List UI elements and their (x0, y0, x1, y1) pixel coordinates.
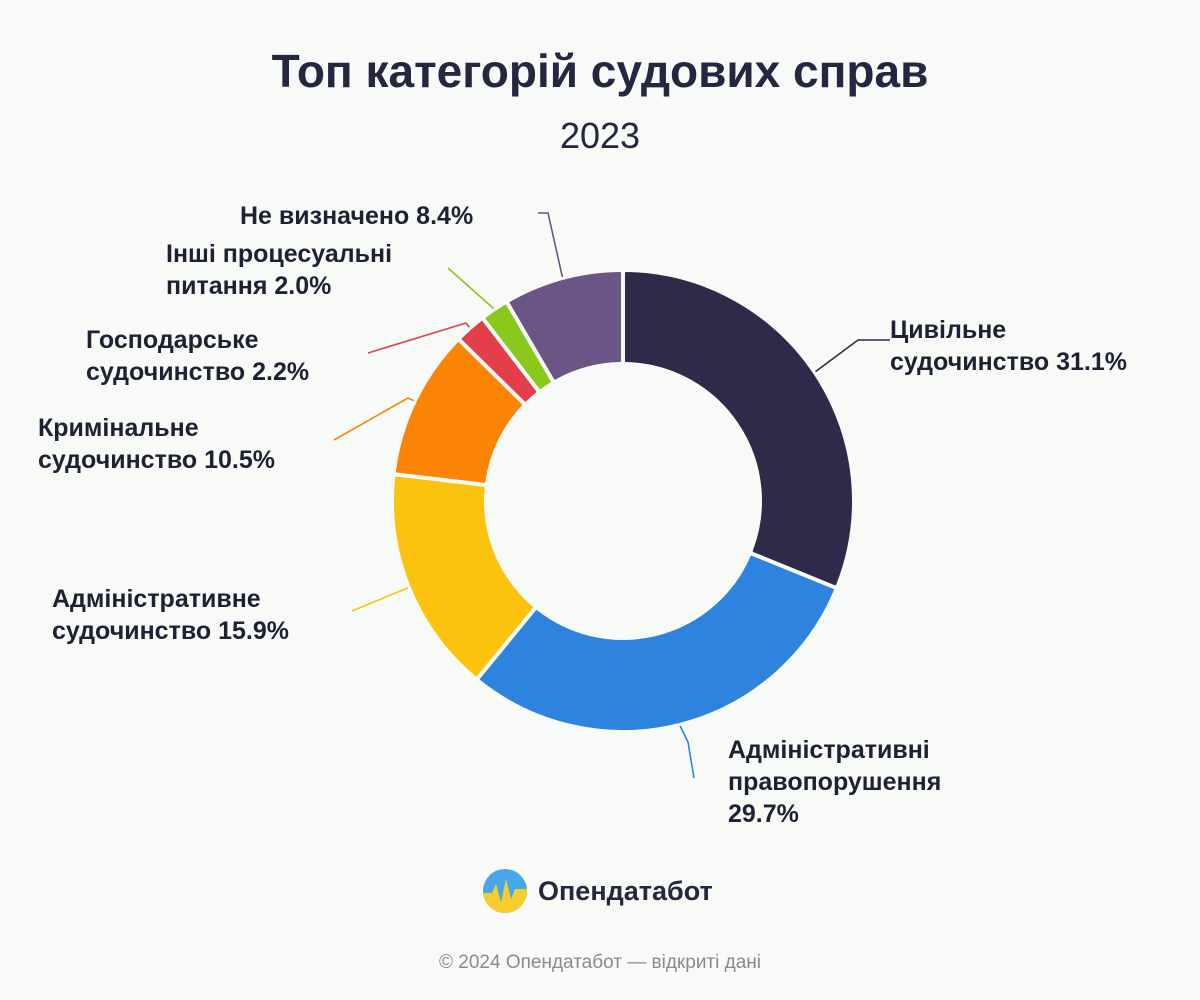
footer-copyright: © 2024 Опендатабот — відкриті дані (439, 952, 761, 973)
leader-line-6 (447, 267, 495, 310)
donut-slice-3 (394, 476, 533, 677)
slice-label-1: Цивільне судочинство 31.1% (890, 316, 1127, 376)
donut-slice-1 (625, 272, 853, 586)
leader-line-2 (679, 725, 695, 779)
leader-line-3 (351, 587, 409, 612)
donut-slice-6 (485, 304, 551, 390)
slice-label-3: Адміністративне судочинство 15.9% (52, 585, 289, 645)
slice-label-6: Інші процесуальні питання 2.0% (166, 240, 392, 300)
leader-line-5 (367, 322, 470, 354)
chart-title: Топ категорій судових справ (271, 45, 929, 97)
slice-label-4: Кримінальне судочинство 10.5% (38, 414, 275, 474)
slice-label-5: Господарське судочинство 2.2% (86, 326, 309, 386)
leader-line-7 (538, 212, 564, 278)
brand-name: Опендатабот (538, 875, 713, 906)
slice-label-2: Адміністративні правопорушення 29.7% (728, 736, 941, 828)
leader-line-4 (333, 397, 415, 441)
brand: Опендатабот (482, 866, 713, 916)
chart-subtitle: 2023 (559, 115, 641, 156)
leader-line-1 (815, 339, 890, 373)
donut-slice-7 (509, 272, 621, 380)
donut-slice-2 (479, 555, 834, 730)
donut-slice-4 (395, 342, 523, 483)
donut-slice-5 (461, 320, 537, 402)
slice-label-7: Не визначено 8.4% (240, 202, 473, 230)
opendatabot-logo-icon (483, 869, 527, 913)
